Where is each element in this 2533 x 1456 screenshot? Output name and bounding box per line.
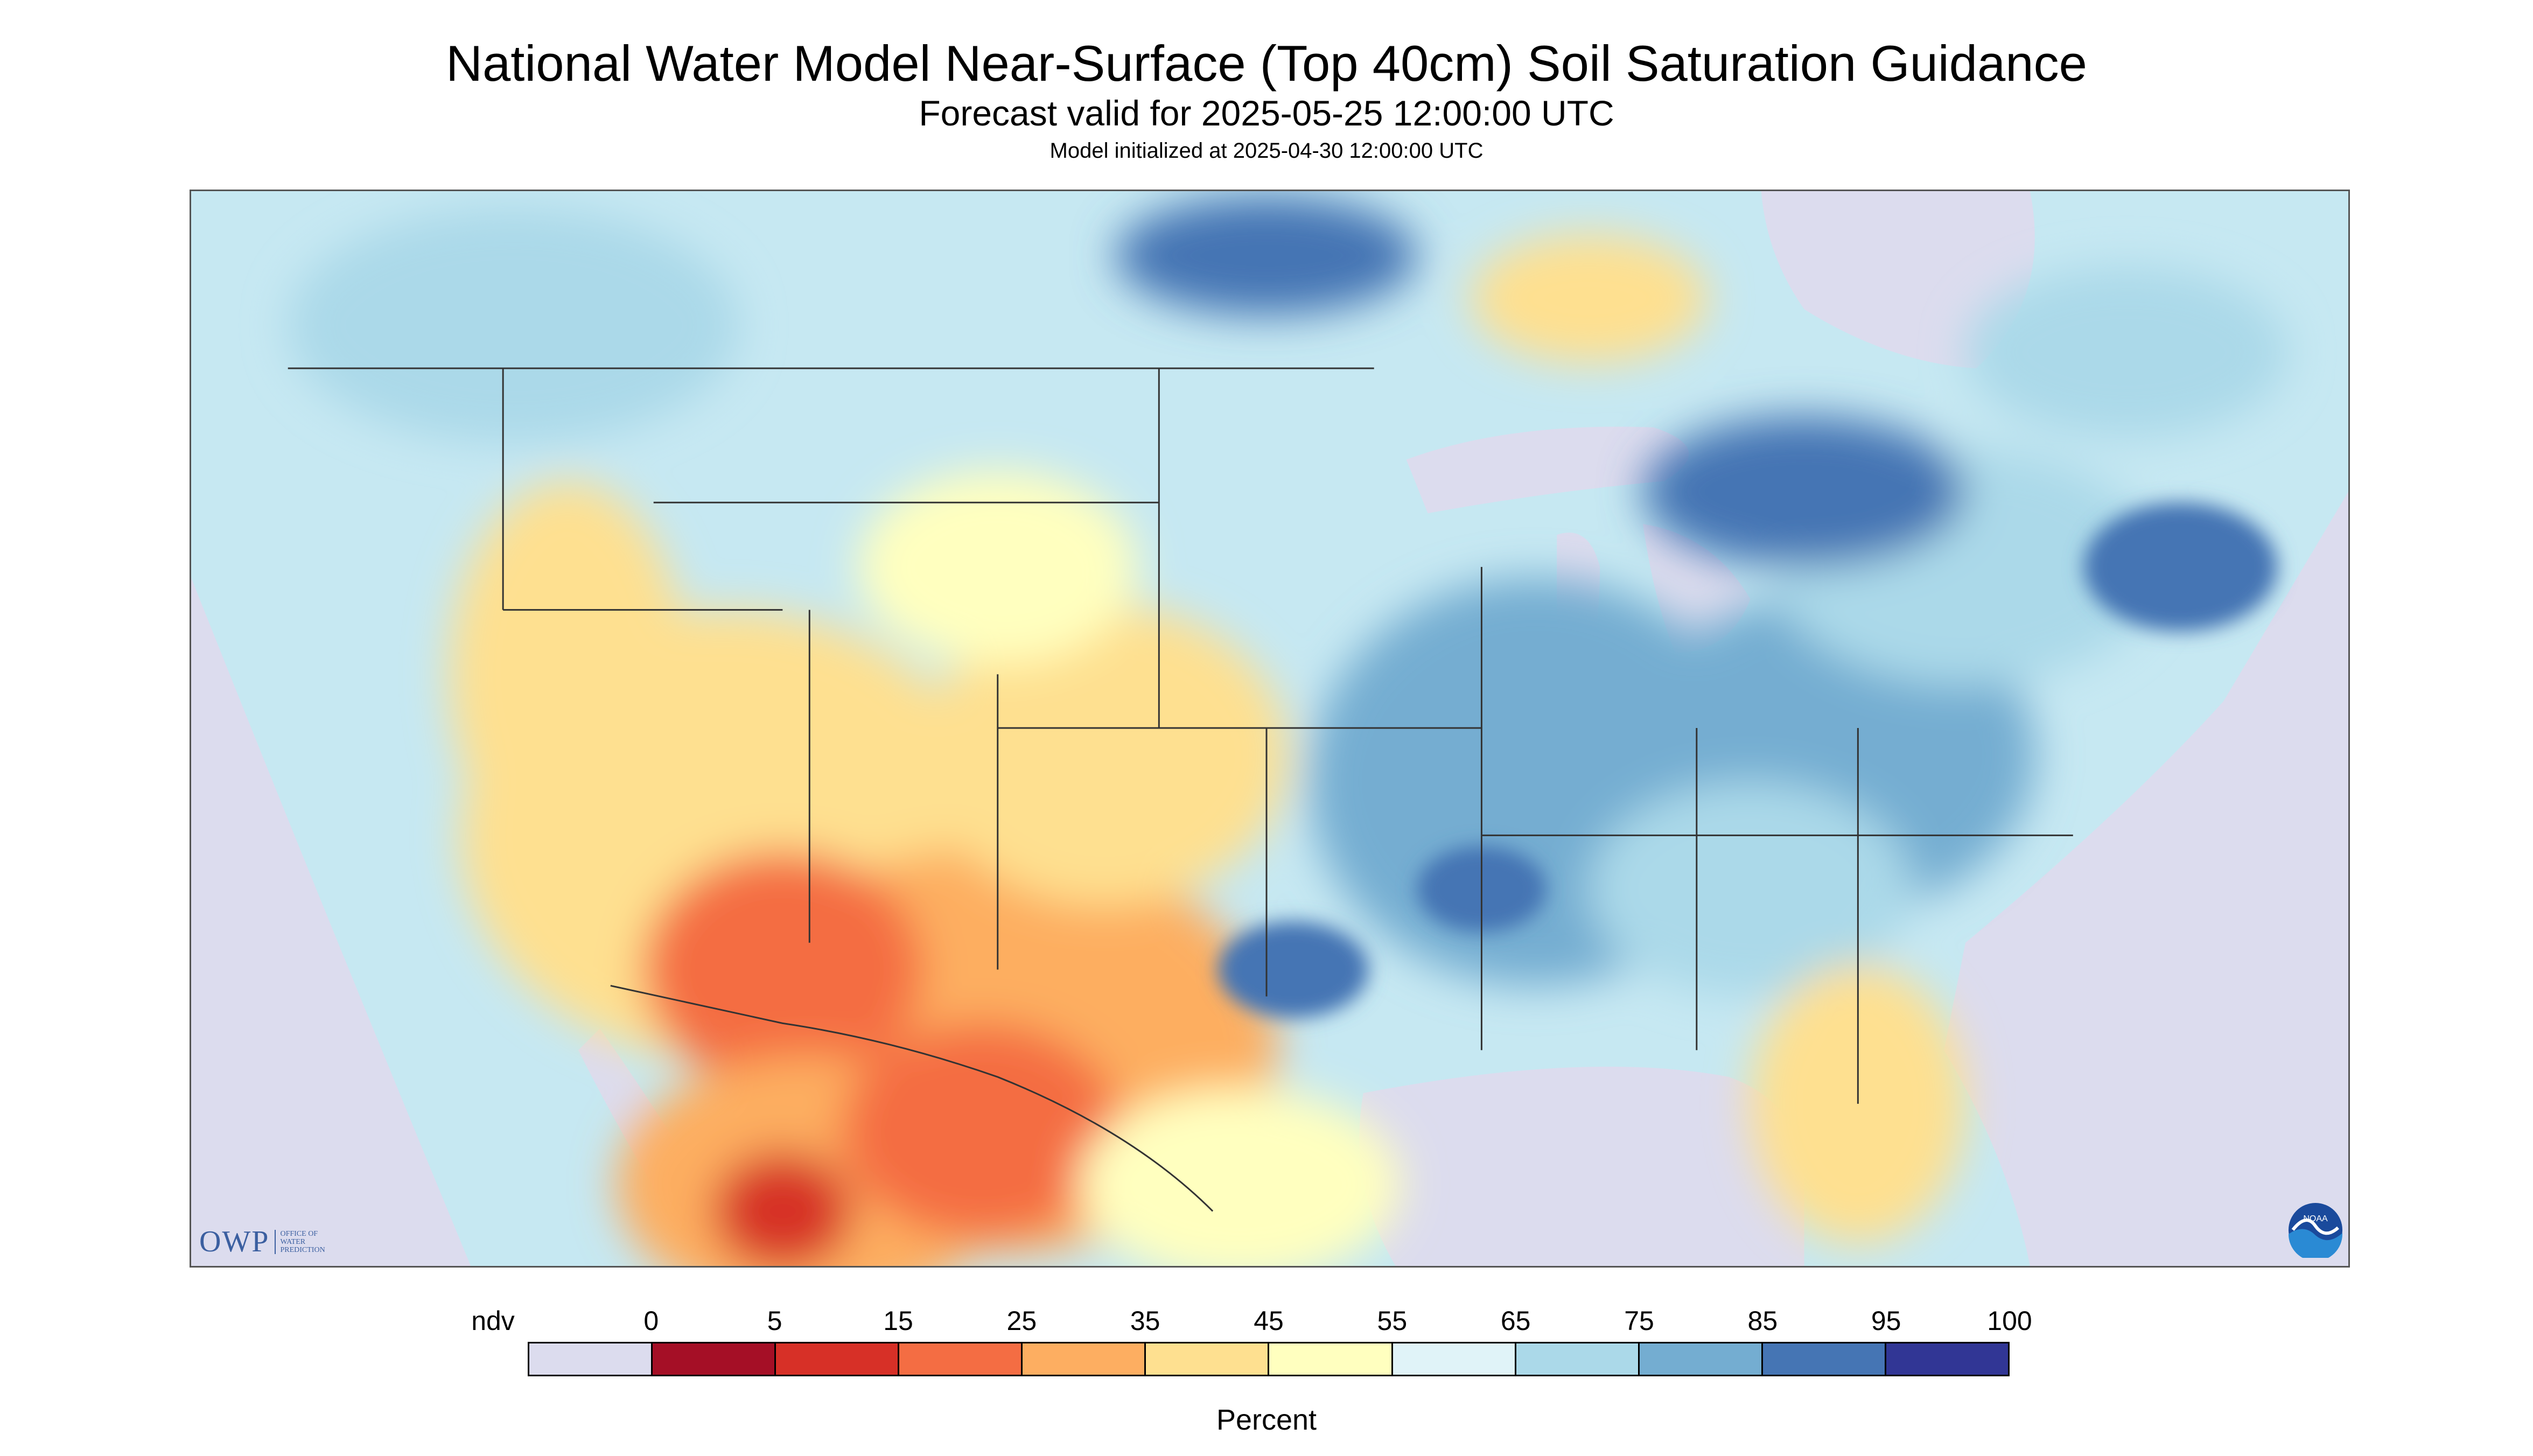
legend-tick-label: 15 (883, 1306, 913, 1336)
legend-swatch (1023, 1343, 1146, 1375)
legend-tick-label: 55 (1377, 1306, 1408, 1336)
legend-tick-label: 5 (767, 1306, 782, 1336)
legend-tick-label: ndv (471, 1306, 515, 1336)
saturated-spots (1218, 502, 2278, 1018)
page-title: National Water Model Near-Surface (Top 4… (446, 35, 2087, 92)
legend-tick-label: 65 (1500, 1306, 1531, 1336)
legend-swatch (1146, 1343, 1270, 1375)
legend-swatch (1516, 1343, 1640, 1375)
legend-swatch (776, 1343, 900, 1375)
owp-sub-line: WATER (280, 1237, 306, 1246)
legend-tick-label: 45 (1254, 1306, 1284, 1336)
legend-swatch (653, 1343, 776, 1375)
gulf-of-mexico (1359, 1066, 1804, 1266)
map-svg (191, 191, 2348, 1266)
owp-sub-line: PREDICTION (280, 1245, 325, 1254)
legend-tick-label: 85 (1747, 1306, 1778, 1336)
legend-swatch (529, 1343, 653, 1375)
owp-sub-line: OFFICE OF (280, 1229, 318, 1238)
moisture-fields (288, 196, 2289, 1266)
owp-logo-subtext: OFFICE OF WATER PREDICTION (275, 1229, 325, 1254)
atlantic-ocean (1944, 492, 2348, 1266)
noaa-logo: NOAA (2289, 1203, 2342, 1258)
noaa-logo-text: NOAA (2303, 1214, 2328, 1223)
soil-saturation-map[interactable] (190, 190, 2350, 1268)
model-init-subtitle: Model initialized at 2025-04-30 12:00:00… (1049, 139, 1484, 163)
legend-swatch (1762, 1343, 1886, 1375)
legend-unit-label: Percent (1216, 1404, 1317, 1436)
legend-swatch (1886, 1343, 2008, 1375)
legend-tick-label: 35 (1130, 1306, 1160, 1336)
legend-tick-label: 75 (1624, 1306, 1654, 1336)
forecast-valid-subtitle: Forecast valid for 2025-05-25 12:00:00 U… (919, 93, 1614, 133)
political-borders (288, 367, 2073, 1212)
lake-superior (1406, 426, 1689, 514)
owp-logo-text: OWP (199, 1225, 270, 1258)
owp-logo: OWP OFFICE OF WATER PREDICTION (199, 1225, 325, 1258)
legend-swatch (1393, 1343, 1516, 1375)
legend-tick-label: 0 (643, 1306, 659, 1336)
legend-bar (528, 1342, 2010, 1376)
legend-tick-label: 25 (1006, 1306, 1037, 1336)
hudson-bay (1761, 191, 2035, 369)
legend-swatch (1269, 1343, 1393, 1375)
legend-labels: ndv 0 5 15 25 35 45 55 65 75 85 95 100 (471, 1305, 2032, 1338)
legend-swatch (899, 1343, 1023, 1375)
legend-swatch (1639, 1343, 1763, 1375)
legend-tick-label: 95 (1871, 1306, 1901, 1336)
color-legend: ndv 0 5 15 25 35 45 55 65 75 85 95 100 (471, 1305, 2032, 1376)
legend-tick-label: 100 (1987, 1306, 2032, 1336)
